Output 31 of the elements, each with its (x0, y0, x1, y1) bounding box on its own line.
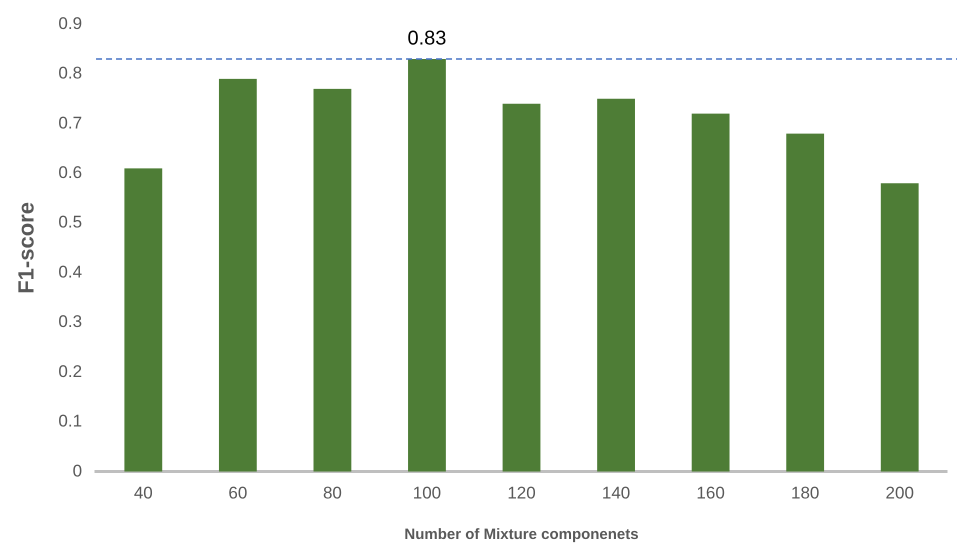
y-tick-label: 0.5 (58, 212, 82, 232)
y-tick-label: 0 (72, 461, 82, 480)
annotation: 0.83 (407, 28, 446, 50)
bar (218, 78, 257, 472)
bar (692, 114, 730, 472)
x-tick-label: 140 (602, 483, 630, 502)
bar (314, 88, 352, 472)
bar (502, 104, 540, 472)
x-tick-label: 40 (134, 483, 153, 502)
x-tick-label: 180 (790, 483, 820, 502)
bar (597, 98, 635, 472)
x-tick-label: 200 (886, 483, 914, 502)
y-tick-label: 0.6 (58, 163, 82, 182)
y-tick-label: 0.2 (58, 362, 82, 381)
x-tick-label: 100 (412, 483, 442, 502)
x-tick-label: 160 (696, 483, 725, 502)
bar (124, 168, 162, 472)
y-tick-label: 0.1 (58, 412, 82, 431)
y-tick-label: 0.8 (58, 64, 82, 83)
y-tick-label: 0.4 (58, 262, 82, 282)
bar (408, 59, 446, 472)
y-tick-label: 0.3 (58, 312, 82, 332)
x-tick-label: 80 (322, 483, 342, 502)
bar (880, 183, 919, 472)
x-tick-label: 60 (228, 483, 248, 502)
x-axis-title: Number of Mixture componenets (404, 526, 639, 544)
bar (786, 134, 824, 472)
y-axis-title: F1-score (13, 202, 38, 294)
x-tick-label: 120 (507, 483, 536, 502)
y-tick-label: 0.9 (58, 14, 82, 33)
y-tick-label: 0.7 (58, 113, 82, 132)
